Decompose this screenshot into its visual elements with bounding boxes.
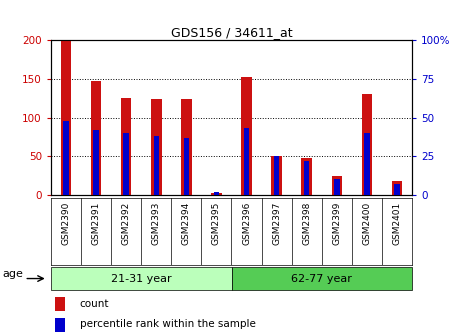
- Text: GSM2393: GSM2393: [152, 202, 161, 245]
- Bar: [241, 77, 252, 195]
- Bar: [121, 97, 131, 195]
- Bar: [394, 184, 400, 195]
- Bar: [274, 156, 279, 195]
- Text: GSM2397: GSM2397: [272, 202, 281, 245]
- Bar: [332, 175, 342, 195]
- Bar: [151, 99, 162, 195]
- Bar: [94, 130, 99, 195]
- Bar: [214, 192, 219, 195]
- Bar: [91, 81, 101, 195]
- Text: 62-77 year: 62-77 year: [291, 274, 352, 284]
- Text: GSM2395: GSM2395: [212, 202, 221, 245]
- Bar: [392, 181, 402, 195]
- Text: GSM2396: GSM2396: [242, 202, 251, 245]
- Text: GSM2400: GSM2400: [363, 202, 371, 245]
- Bar: [304, 161, 309, 195]
- Text: count: count: [80, 299, 109, 309]
- Bar: [55, 297, 65, 311]
- Bar: [364, 133, 369, 195]
- Text: GSM2391: GSM2391: [92, 202, 100, 245]
- Bar: [181, 99, 192, 195]
- Bar: [271, 156, 282, 195]
- Bar: [301, 158, 312, 195]
- Bar: [244, 128, 249, 195]
- Title: GDS156 / 34611_at: GDS156 / 34611_at: [171, 26, 292, 39]
- Bar: [154, 136, 159, 195]
- Bar: [362, 94, 372, 195]
- Text: GSM2392: GSM2392: [122, 202, 131, 245]
- Text: GSM2398: GSM2398: [302, 202, 311, 245]
- Bar: [334, 179, 339, 195]
- Bar: [124, 133, 129, 195]
- Bar: [55, 318, 65, 332]
- Text: GSM2401: GSM2401: [393, 202, 401, 245]
- Text: GSM2390: GSM2390: [62, 202, 70, 245]
- FancyBboxPatch shape: [232, 267, 412, 290]
- Text: 21-31 year: 21-31 year: [111, 274, 171, 284]
- Text: GSM2399: GSM2399: [332, 202, 341, 245]
- Bar: [61, 40, 71, 195]
- Bar: [63, 121, 69, 195]
- Text: GSM2394: GSM2394: [182, 202, 191, 245]
- Text: age: age: [2, 269, 23, 279]
- FancyBboxPatch shape: [51, 267, 232, 290]
- Bar: [211, 193, 222, 195]
- Text: percentile rank within the sample: percentile rank within the sample: [80, 320, 256, 329]
- Bar: [184, 138, 189, 195]
